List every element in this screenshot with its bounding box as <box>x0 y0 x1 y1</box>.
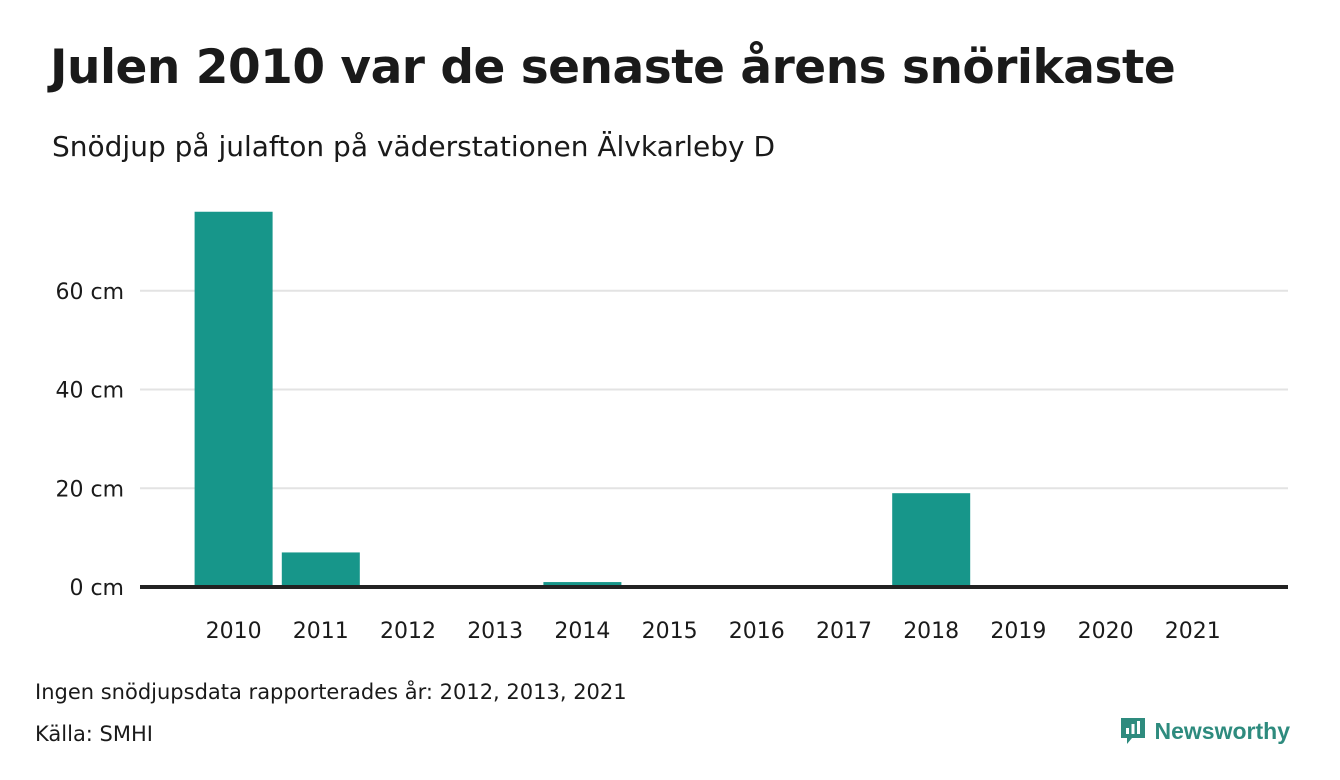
brand-name: Newsworthy <box>1154 717 1290 744</box>
bar-2010 <box>194 211 273 587</box>
y-tick-label: 60 cm <box>55 280 124 305</box>
x-tick-label: 2018 <box>903 619 959 644</box>
newsworthy-logo-icon <box>1120 718 1145 744</box>
chart-subtitle: Snödjup på julafton på väderstationen Äl… <box>52 130 776 163</box>
y-tick-label: 40 cm <box>55 379 124 404</box>
y-tick-label: 20 cm <box>55 477 124 502</box>
x-tick-label: 2015 <box>642 619 698 644</box>
source-label: Källa: SMHI <box>35 722 153 746</box>
bar-chart: 0 cm 20 cm 40 cm 60 cm 2010 2011 2012 2013 2014 2… <box>55 211 1288 644</box>
x-tick-label: 2017 <box>816 619 872 644</box>
chart-title: Julen 2010 var de senaste årens snörikas… <box>50 40 1176 95</box>
x-tick-label: 2020 <box>1078 619 1134 644</box>
x-tick-label: 2019 <box>990 619 1046 644</box>
x-tick-label: 2021 <box>1165 619 1221 644</box>
brand-logo: Newsworthy <box>1119 716 1290 746</box>
x-tick-label: 2010 <box>206 619 262 644</box>
bar-2014 <box>543 582 622 587</box>
x-tick-label: 2011 <box>293 619 349 644</box>
x-tick-label: 2012 <box>380 619 436 644</box>
x-tick-label: 2013 <box>467 619 523 644</box>
missing-data-note: Ingen snödjupsdata rapporterades år: 201… <box>35 680 627 704</box>
bar-2018 <box>892 493 971 587</box>
bar-2011 <box>281 552 360 587</box>
x-tick-label: 2014 <box>554 619 610 644</box>
y-tick-label: 0 cm <box>69 576 124 601</box>
x-tick-label: 2016 <box>729 619 785 644</box>
